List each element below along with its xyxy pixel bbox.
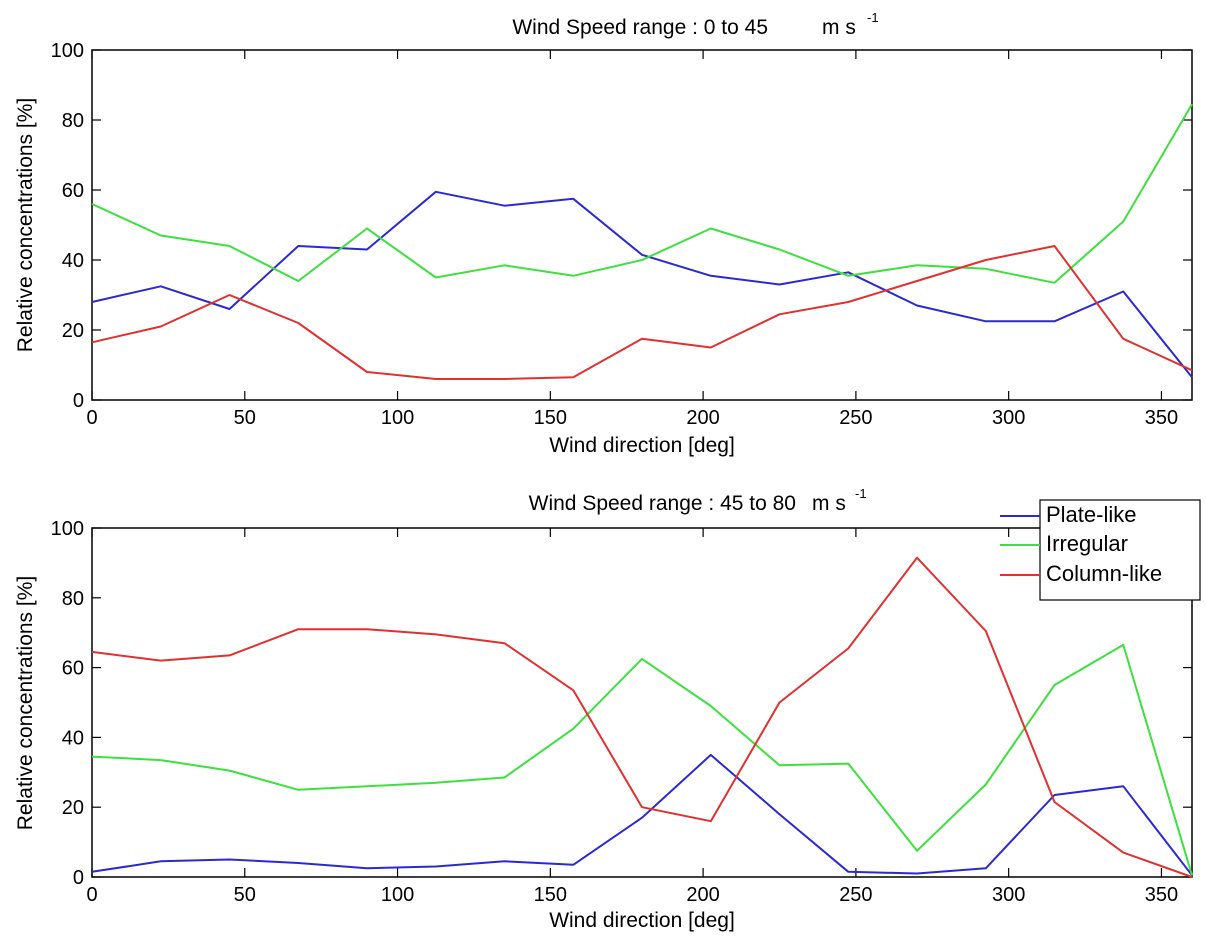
chart-title-unit: m s [822, 16, 856, 39]
series-lines [91, 103, 1193, 380]
tick-labels: 0 50 100 150 200 250 300 350 0 20 40 60 80 100 [51, 518, 1179, 906]
y-tick-label: 20 [62, 320, 84, 342]
x-tick-label: 0 [86, 884, 97, 906]
y-tick-label: 60 [62, 180, 84, 202]
x-tick-label: 150 [534, 884, 567, 906]
series-line-irregular [91, 643, 1193, 876]
x-axis-label: Wind direction [deg] [549, 909, 735, 932]
x-tick-label: 50 [234, 407, 256, 429]
x-tick-label: 200 [686, 884, 719, 906]
y-tick-label: 60 [62, 658, 84, 680]
x-tick-label: 250 [839, 407, 872, 429]
y-tick-label: 100 [51, 40, 84, 62]
chart-bottom: Wind Speed range : 45 to 80 m s -1 0 50 10… [14, 486, 1201, 932]
chart-title-unit-exponent: -1 [855, 486, 867, 501]
x-tick-label: 100 [381, 884, 414, 906]
y-tick-label: 40 [62, 727, 84, 749]
x-tick-label: 250 [839, 884, 872, 906]
y-tick-label: 0 [73, 390, 84, 412]
y-tick-label: 0 [73, 867, 84, 889]
y-tick-label: 80 [62, 588, 84, 610]
y-tick-label: 80 [62, 110, 84, 132]
legend-box [1039, 499, 1201, 601]
plot-area [91, 49, 1193, 401]
series-line-irregular [91, 103, 1193, 284]
x-tick-label: 0 [86, 407, 97, 429]
y-axis-label: Relative concentrations [%] [14, 98, 37, 352]
series-lines [91, 556, 1193, 878]
y-axis-label: Relative concentrations [%] [14, 576, 37, 830]
legend: Plate-like Irregular Column-like [1000, 499, 1201, 601]
x-tick-label: 300 [992, 884, 1025, 906]
x-tick-label: 150 [534, 407, 567, 429]
legend-label-plate-like: Plate-like [1046, 502, 1136, 527]
legend-label-column-like: Column-like [1046, 561, 1162, 586]
series-line-plate [91, 753, 1193, 876]
y-tick-label: 100 [51, 518, 84, 540]
series-line-column [91, 245, 1193, 380]
chart-title: Wind Speed range : 45 to 80 [529, 492, 796, 515]
chart-title-unit: m s [812, 492, 846, 515]
y-tick-label: 40 [62, 250, 84, 272]
x-tick-label: 350 [1145, 884, 1178, 906]
chart-title: Wind Speed range : 0 to 45 [512, 16, 768, 39]
series-line-plate [91, 190, 1193, 378]
series-line-column [91, 556, 1193, 878]
legend-label-irregular: Irregular [1046, 531, 1128, 556]
x-tick-label: 300 [992, 407, 1025, 429]
x-tick-label: 200 [686, 407, 719, 429]
x-tick-label: 100 [381, 407, 414, 429]
y-tick-label: 20 [62, 797, 84, 819]
tick-labels: 0 50 100 150 200 250 300 350 0 20 40 60 80 100 [51, 40, 1179, 429]
chart-title-unit-exponent: -1 [867, 10, 879, 25]
x-tick-label: 50 [234, 884, 256, 906]
x-axis-label: Wind direction [deg] [549, 434, 735, 457]
tick-marks [91, 49, 1192, 401]
chart-top: Wind Speed range : 0 to 45 m s -1 0 50 100… [14, 10, 1193, 457]
x-tick-label: 350 [1145, 407, 1178, 429]
